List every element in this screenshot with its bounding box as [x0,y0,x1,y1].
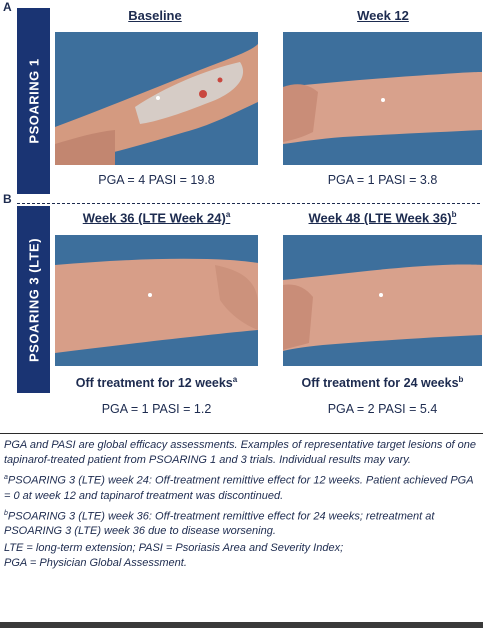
panel-b-left-scores: PGA = 1 PASI = 1.2 [101,402,212,416]
panel-b-sidebar: PSOARING 3 (LTE) [17,206,50,393]
footnote-a: aPSOARING 3 (LTE) week 24: Off-treatment… [4,474,474,502]
panel-b-trial-label: PSOARING 3 (LTE) [26,237,41,362]
panel-a-sidebar: PSOARING 1 [17,8,50,194]
panel-b-right-title: Week 48 (LTE Week 36)b [308,210,457,226]
footnote-abbr-1: LTE = long-term extension; PASI = Psoria… [4,542,344,555]
baseline-photo [55,32,258,165]
panel-b-right-status: Off treatment for 24 weeksb [301,375,464,391]
panel-a-left-title: Baseline [128,8,182,23]
footnote-abbr-2: PGA = Physician Global Assessment. [4,557,187,570]
panel-a-left-scores: PGA = 4 PASI = 19.8 [98,173,215,187]
panel-b-letter: B [3,192,12,206]
panel-b-right-scores: PGA = 2 PASI = 5.4 [327,402,438,416]
week36-photo [55,235,258,366]
panel-b-left-status: Off treatment for 12 weeksa [75,375,238,391]
week48-photo [283,235,482,366]
panel-a-right-scores: PGA = 1 PASI = 3.8 [327,173,438,187]
panel-a-trial-label: PSOARING 1 [26,58,41,144]
panel-b-left-title: Week 36 (LTE Week 24)a [82,210,231,226]
footnote-b: bPSOARING 3 (LTE) week 36: Off-treatment… [4,509,435,538]
panel-divider [17,203,480,204]
footnote-intro: PGA and PASI are global efficacy assessm… [4,439,477,466]
footnotes: PGA and PASI are global efficacy assessm… [4,438,478,571]
week12-photo [283,32,482,165]
panel-a-letter: A [3,0,12,14]
footnote-rule [0,433,483,434]
bottom-bar [0,622,483,628]
panel-a-right-title: Week 12 [357,8,409,23]
